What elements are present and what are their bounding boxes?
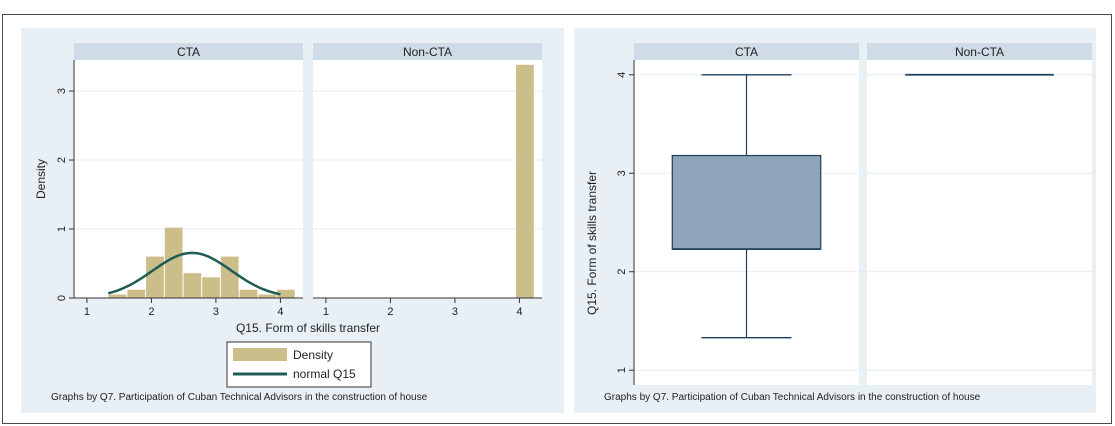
x-tick-label: 4	[277, 306, 283, 318]
x-tick-label: 2	[148, 306, 154, 318]
histogram-bar	[183, 273, 202, 298]
boxplot-y-axis-label: Q15. Form of skills transfer	[585, 171, 599, 315]
y-tick-label: 3	[56, 88, 68, 94]
y-tick-label: 3	[616, 170, 628, 176]
histogram-svg: CTA Non-CTA 1 2 3 4 1 2 3 4 0 1 2 3 Density Q15. Fo…	[34, 43, 542, 403]
boxplot-note: Graphs by Q7. Participation of Cuban Tec…	[604, 392, 981, 403]
histogram-note: Graphs by Q7. Participation of Cuban Tec…	[51, 392, 428, 403]
histogram-bar	[108, 294, 127, 298]
histogram-bar	[146, 256, 164, 298]
histogram-y-axis-label: Density	[34, 159, 48, 199]
cta-header-strip	[74, 43, 303, 60]
histogram-bar	[220, 256, 239, 298]
x-tick-label: 1	[84, 306, 90, 318]
histogram-bar	[516, 64, 534, 299]
y-tick-label: 2	[616, 269, 628, 275]
x-tick-label: 3	[213, 306, 219, 318]
legend-normal-label: normal Q15	[293, 367, 356, 381]
histogram-bar	[277, 289, 295, 298]
histogram-figure: CTA Non-CTA 1 2 3 4 1 2 3 4 0 1 2 3 Density Q15. Fo…	[21, 28, 564, 413]
cta-box-header-strip	[634, 43, 859, 60]
histogram-bar	[127, 289, 146, 298]
boxplot-figure: CTA Non-CTA 1 2 3 4 Q15. Form of skills tra…	[574, 28, 1096, 413]
histogram-bar	[164, 227, 183, 298]
histogram-bar	[258, 294, 277, 298]
legend-density-swatch	[233, 348, 287, 361]
normal-curve	[107, 251, 281, 296]
y-tick-label: 4	[616, 72, 628, 78]
x-tick-label: 1	[323, 306, 329, 318]
box-iqr	[671, 154, 822, 250]
y-tick-label: 2	[56, 157, 68, 163]
cta-box-panel-title: CTA	[735, 45, 758, 59]
histogram-bar	[239, 289, 258, 298]
histogram-legend: Density normal Q15	[226, 341, 372, 388]
histogram-x-axis-label: Q15. Form of skills transfer	[236, 321, 380, 335]
y-tick-label: 0	[56, 295, 68, 301]
histogram-bar	[202, 277, 220, 298]
x-tick-label: 4	[516, 306, 522, 318]
non-cta-box-panel-title: Non-CTA	[955, 45, 1004, 59]
non-cta-plot-area	[313, 60, 542, 298]
cta-plot-area	[74, 60, 303, 298]
legend-density-label: Density	[293, 348, 333, 362]
x-tick-label: 2	[387, 306, 393, 318]
non-cta-box-header-strip	[867, 43, 1092, 60]
cta-panel-title: CTA	[177, 45, 200, 59]
x-tick-label: 3	[452, 306, 458, 318]
boxplot-svg: CTA Non-CTA 1 2 3 4 Q15. Form of skills tra…	[585, 43, 1092, 403]
non-cta-header-strip	[313, 43, 542, 60]
y-tick-label: 1	[616, 367, 628, 373]
non-cta-panel-title: Non-CTA	[403, 45, 452, 59]
y-tick-label: 1	[56, 226, 68, 232]
non-cta-box-plot-area	[867, 60, 1092, 385]
